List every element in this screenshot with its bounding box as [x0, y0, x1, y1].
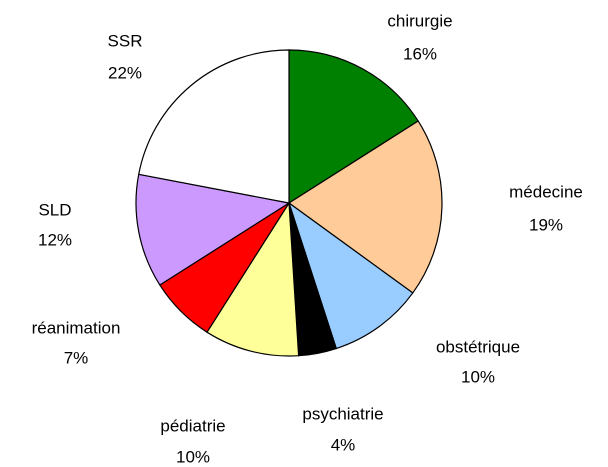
slice-value-label: 10% — [176, 447, 210, 466]
pie-slice — [287, 120, 443, 294]
pie-slice — [135, 173, 291, 286]
slice-label: réanimation — [32, 318, 121, 337]
pie-slice — [287, 201, 414, 350]
pie-slice — [138, 49, 290, 204]
pie-slice — [288, 49, 420, 205]
slice-label: pédiatrie — [160, 416, 225, 435]
slice-value-label: 12% — [38, 230, 72, 249]
slice-value-label: 7% — [64, 348, 89, 367]
slice-value-label: 22% — [108, 63, 142, 82]
slice-value-label: 10% — [461, 367, 495, 386]
slice-label: SLD — [38, 200, 71, 219]
slice-label: médecine — [509, 182, 583, 201]
slice-value-label: 16% — [403, 44, 437, 63]
slice-label: psychiatrie — [302, 404, 383, 423]
slice-value-label: 4% — [331, 435, 356, 454]
slice-value-label: 19% — [529, 215, 563, 234]
slice-label: SSR — [108, 31, 143, 50]
slice-label: obstétrique — [436, 337, 520, 356]
pie-slice — [206, 201, 300, 357]
slice-label: chirurgie — [387, 11, 452, 30]
